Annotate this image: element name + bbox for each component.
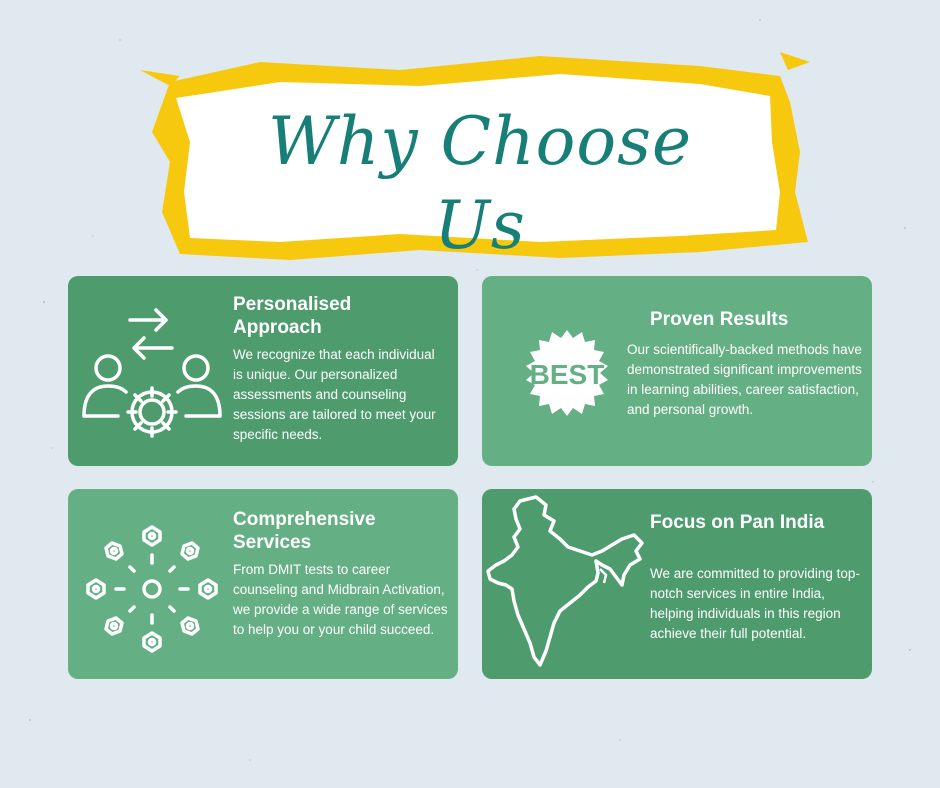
card-personalised-approach: Personalised Approach We recognize that … — [68, 276, 458, 466]
people-gear-arrows-icon — [82, 308, 222, 438]
card-focus-pan-india: Focus on Pan India We are committed to p… — [482, 489, 872, 679]
card-heading: Focus on Pan India — [650, 512, 825, 533]
card-heading: Comprehensive Services — [233, 509, 376, 553]
card-body: Our scientifically-backed methods have d… — [627, 342, 862, 417]
title-banner: Why Choose Us — [140, 42, 820, 268]
card-heading: Personalised Approach — [233, 294, 352, 338]
title-line-2: Us — [434, 187, 526, 264]
card-proven-results: BEST Proven Results Our scientifically-b… — [482, 276, 872, 466]
bolts-network-icon — [86, 525, 218, 653]
card-heading: Proven Results — [650, 309, 789, 330]
badge-text: BEST — [530, 359, 605, 390]
india-map-icon — [486, 495, 644, 667]
card-body: From DMIT tests to career counseling and… — [233, 562, 448, 637]
page-title: Why Choose Us — [140, 100, 820, 268]
best-badge-icon: BEST — [526, 330, 608, 416]
title-line-1: Why Choose — [267, 103, 692, 180]
card-comprehensive-services: Comprehensive Services From DMIT tests t… — [68, 489, 458, 679]
card-body: We recognize that each individual is uni… — [233, 347, 436, 442]
card-body: We are committed to providing top-notch … — [650, 566, 860, 641]
brush-stroke-frame — [140, 52, 810, 260]
